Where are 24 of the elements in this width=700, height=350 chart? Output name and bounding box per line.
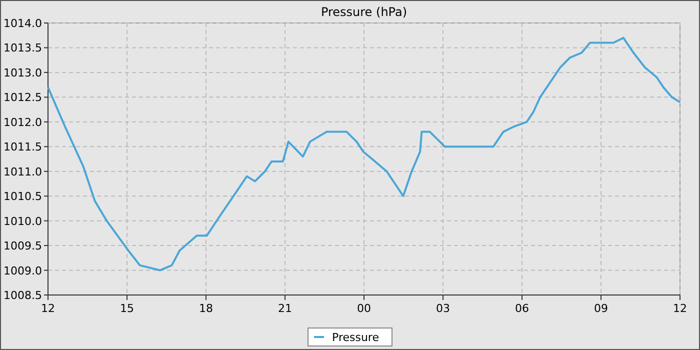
chart-title: Pressure (hPa) bbox=[320, 5, 408, 19]
y-tick-label: 1011.0 bbox=[4, 165, 42, 178]
y-tick-label: 1012.5 bbox=[4, 91, 42, 104]
y-tick-label: 1009.5 bbox=[4, 240, 42, 253]
y-tick-label: 1010.5 bbox=[4, 190, 42, 204]
y-tick-label: 1013.0 bbox=[4, 66, 42, 80]
x-tick-label: 21 bbox=[278, 302, 292, 315]
x-tick-label: 12 bbox=[673, 302, 687, 315]
y-tick-label: 1008.5 bbox=[4, 289, 42, 302]
legend-label: Pressure bbox=[332, 331, 380, 344]
y-tick-label: 1009.0 bbox=[4, 264, 42, 278]
x-tick-label: 06 bbox=[515, 302, 529, 315]
y-tick-label: 1011.5 bbox=[4, 140, 42, 154]
y-tick-label: 1013.5 bbox=[4, 42, 42, 55]
y-tick-label: 1010.0 bbox=[4, 214, 42, 228]
x-tick-label: 12 bbox=[41, 302, 55, 315]
x-tick-label: 03 bbox=[436, 302, 450, 315]
y-tick-label: 1014.0 bbox=[4, 17, 42, 30]
x-tick-label: 18 bbox=[199, 302, 213, 315]
x-tick-label: 09 bbox=[594, 302, 608, 315]
x-tick-label: 00 bbox=[357, 302, 371, 315]
y-tick-label: 1012.0 bbox=[4, 116, 42, 129]
line-series bbox=[47, 36, 681, 272]
x-tick-label: 15 bbox=[120, 302, 134, 315]
